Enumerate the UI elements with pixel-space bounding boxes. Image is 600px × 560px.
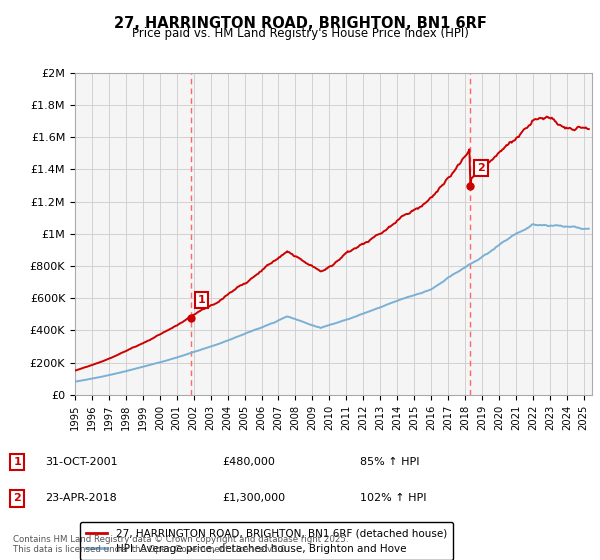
- Text: 2: 2: [477, 163, 485, 173]
- Text: £480,000: £480,000: [222, 457, 275, 467]
- Text: £1,300,000: £1,300,000: [222, 493, 285, 503]
- Text: 1: 1: [197, 295, 205, 305]
- Text: Price paid vs. HM Land Registry's House Price Index (HPI): Price paid vs. HM Land Registry's House …: [131, 27, 469, 40]
- Text: 1: 1: [13, 457, 21, 467]
- Text: 2: 2: [13, 493, 21, 503]
- Text: Contains HM Land Registry data © Crown copyright and database right 2025.
This d: Contains HM Land Registry data © Crown c…: [13, 535, 349, 554]
- Legend: 27, HARRINGTON ROAD, BRIGHTON, BN1 6RF (detached house), HPI: Average price, det: 27, HARRINGTON ROAD, BRIGHTON, BN1 6RF (…: [80, 522, 453, 560]
- Text: 23-APR-2018: 23-APR-2018: [45, 493, 117, 503]
- Text: 27, HARRINGTON ROAD, BRIGHTON, BN1 6RF: 27, HARRINGTON ROAD, BRIGHTON, BN1 6RF: [113, 16, 487, 31]
- Text: 102% ↑ HPI: 102% ↑ HPI: [360, 493, 427, 503]
- Text: 31-OCT-2001: 31-OCT-2001: [45, 457, 118, 467]
- Text: 85% ↑ HPI: 85% ↑ HPI: [360, 457, 419, 467]
